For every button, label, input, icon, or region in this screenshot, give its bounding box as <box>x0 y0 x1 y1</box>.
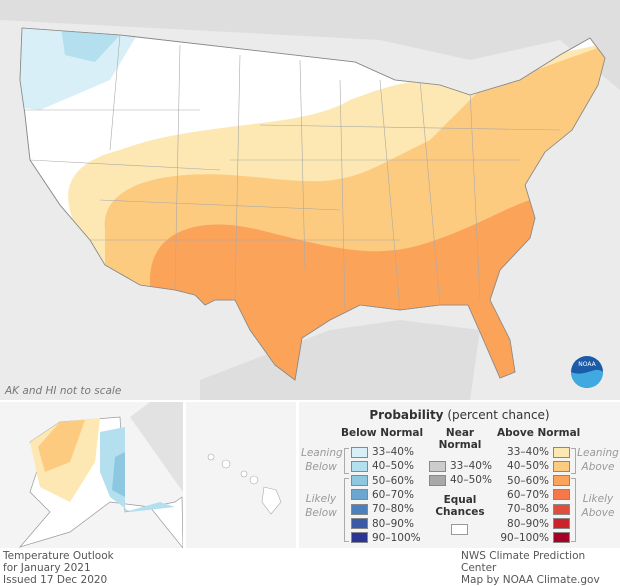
legend-swatch <box>553 518 570 529</box>
legend-label: 70–80% <box>507 503 549 516</box>
legend-label: 90–100% <box>500 531 549 544</box>
scale-note: AK and HI not to scale <box>5 385 122 397</box>
conus-map: NOAA AK and HI not to scale <box>0 0 620 400</box>
legend-label: 33–40% <box>450 460 492 472</box>
legend-item: 80–90% <box>499 518 570 530</box>
leaning-above-label: Leaning Above <box>577 447 619 473</box>
legend-item: 40–50% <box>429 474 492 486</box>
likely-above-label: Likely Above <box>581 493 615 519</box>
hawaii-inset <box>186 402 296 548</box>
conus-outlook-map: NOAA <box>0 0 620 400</box>
equal-chances-header: Equal Chances <box>435 494 485 518</box>
legend-item: 33–40% <box>499 446 570 458</box>
legend-label: 80–90% <box>507 517 549 530</box>
legend-item: 40–50% <box>351 460 414 472</box>
legend-label: 40–50% <box>507 460 549 473</box>
legend-title: Probability (percent chance) <box>369 408 550 422</box>
legend-item: 90–100% <box>351 532 421 544</box>
legend-swatch <box>351 518 368 529</box>
legend-item: 80–90% <box>351 518 414 530</box>
near-normal-header: Near Normal <box>438 427 482 451</box>
canada-landmass <box>0 0 620 90</box>
legend-swatch <box>351 460 368 472</box>
legend-item: 60–70% <box>499 489 570 501</box>
map-caption: Temperature Outlook for January 2021 Issue… <box>3 550 114 586</box>
legend-item: 33–40% <box>351 446 414 458</box>
noaa-logo: NOAA <box>571 356 603 388</box>
probability-legend: Probability (percent chance) Below Norma… <box>299 402 620 548</box>
above-normal-header: Above Normal <box>497 427 581 439</box>
legend-item: 70–80% <box>351 503 414 515</box>
legend-swatch <box>351 532 368 544</box>
legend-label: 50–60% <box>372 474 414 487</box>
legend-item: 90–100% <box>499 532 570 544</box>
legend-label: 70–80% <box>372 503 414 516</box>
legend-item: 33–40% <box>429 460 492 472</box>
leaning-below-label: Leaning Below <box>301 447 343 473</box>
legend-swatch <box>553 532 570 544</box>
legend-label: 60–70% <box>372 488 414 501</box>
legend-swatch <box>553 489 570 501</box>
legend-item: 50–60% <box>351 475 414 487</box>
legend-label: 80–90% <box>372 517 414 530</box>
legend-swatch <box>429 474 446 486</box>
legend-item: 40–50% <box>499 460 570 472</box>
legend-swatch <box>553 475 570 487</box>
legend-swatch <box>351 503 368 515</box>
legend-swatch <box>553 460 570 472</box>
map-credit: NWS Climate Prediction Center Map by NOAA… <box>461 550 600 586</box>
legend-swatch <box>351 475 368 487</box>
state-borders <box>20 34 561 311</box>
alaska-inset <box>0 402 184 550</box>
likely-below-label: Likely Below <box>305 493 337 519</box>
below-normal-header: Below Normal <box>341 427 424 439</box>
above-50-60-region <box>150 200 605 380</box>
legend-swatch <box>351 489 368 501</box>
noaa-logo-text: NOAA <box>578 361 596 368</box>
legend-swatch <box>351 446 368 458</box>
legend-swatch <box>553 503 570 515</box>
legend-item: 70–80% <box>499 503 570 515</box>
legend-label: 33–40% <box>507 446 549 458</box>
legend-label: 50–60% <box>507 474 549 487</box>
equal-chances-swatch <box>451 524 468 535</box>
legend-item: 50–60% <box>499 475 570 487</box>
legend-item: 60–70% <box>351 489 414 501</box>
legend-swatch <box>553 446 570 458</box>
legend-swatch <box>429 460 446 472</box>
legend-label: 40–50% <box>450 474 492 487</box>
legend-label: 40–50% <box>372 460 414 473</box>
legend-label: 60–70% <box>507 488 549 501</box>
legend-label: 33–40% <box>372 446 414 458</box>
mexico-landmass <box>200 320 480 400</box>
legend-label: 90–100% <box>372 531 421 544</box>
